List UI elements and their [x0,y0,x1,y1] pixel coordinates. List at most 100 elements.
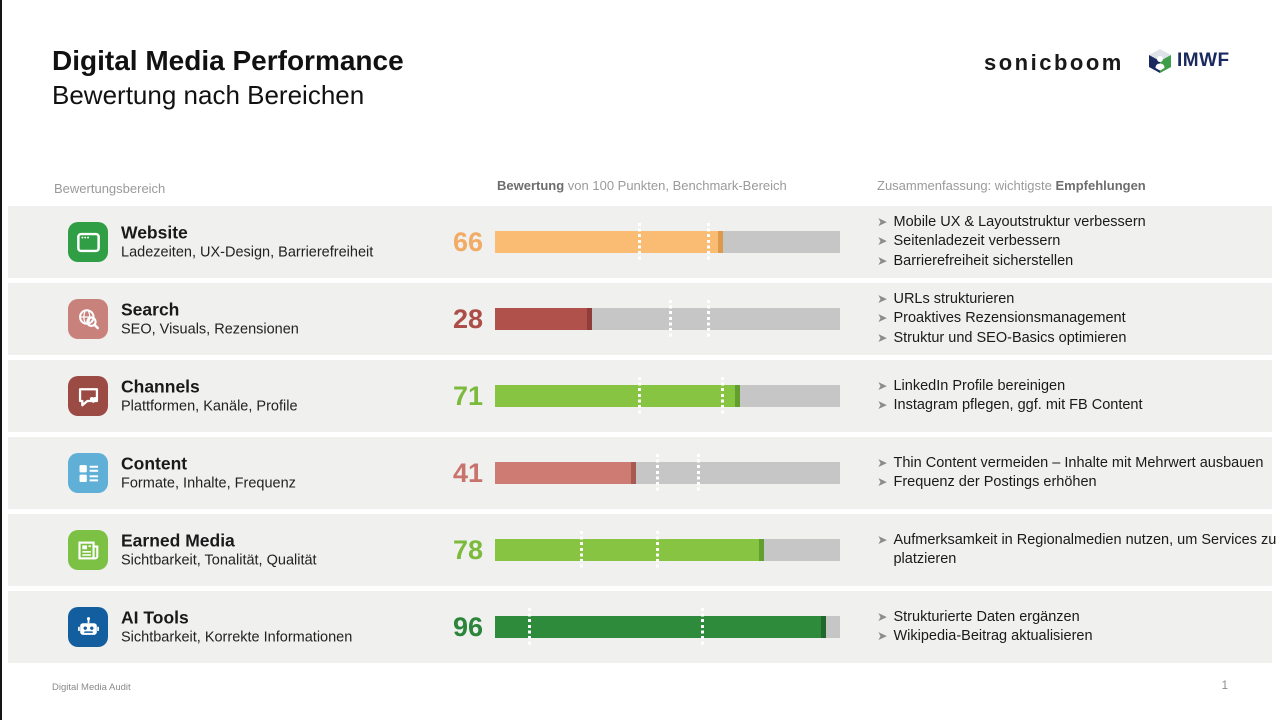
bar-fill [495,539,765,561]
category-title: Website [121,222,188,243]
bar-fill [495,308,592,330]
imwf-cube-icon [1149,49,1171,73]
column-header-score: Bewertung von 100 Punkten, Benchmark-Ber… [497,178,787,193]
recommendations-list: ➤ Thin Content vermeiden – Inhalte mit Me… [877,437,1277,509]
newspaper-icon [75,537,102,564]
score-bar [495,454,840,492]
bar-fill [495,462,637,484]
category-subtitle: SEO, Visuals, Rezensionen [121,321,299,338]
column-header-summary-bold: Empfehlungen [1055,178,1146,193]
benchmark-low-line [638,223,642,261]
arrow-bullet-icon: ➤ [877,330,888,345]
category-text: Website Ladezeiten, UX-Design, Barrieref… [121,222,373,263]
category-text: AI Tools Sichtbarkeit, Korrekte Informat… [121,607,352,648]
category-row: AI Tools Sichtbarkeit, Korrekte Informat… [8,591,1272,663]
category-row: Content Formate, Inhalte, Frequenz 41 ➤ T… [8,437,1272,509]
column-header-summary: Zusammenfassung: wichtigste Empfehlungen [877,178,1146,193]
score-value: 96 [452,612,483,642]
score-value: 78 [452,535,483,565]
category-title: Earned Media [121,530,235,551]
bar-cap [586,308,592,330]
benchmark-high-line [655,531,659,569]
benchmark-high-line [697,454,701,492]
benchmark-high-line [700,608,704,646]
category-icon-box [68,222,108,262]
recommendation-text: Barrierefreiheit sicherstellen [893,252,1074,269]
recommendation-text: Instagram pflegen, ggf. mit FB Content [893,397,1143,413]
score-bar [495,223,840,261]
bar-fill [495,231,723,253]
score-value: 71 [452,381,483,411]
page-subtitle: Bewertung nach Bereichen [52,80,365,110]
recommendation-text: Seitenladezeit verbessern [893,233,1061,250]
recommendation-text: Thin Content vermeiden – Inhalte mit Meh… [893,454,1264,471]
category-icon-box [68,376,108,416]
column-header-score-rest: von 100 Punkten, Benchmark-Bereich [564,178,787,193]
category-text: Content Formate, Inhalte, Frequenz [121,453,296,494]
recommendation-item: ➤ Wikipedia-Beitrag aktualisieren [877,627,1277,647]
benchmark-high-line [721,377,725,415]
recommendation-item: ➤ Instagram pflegen, ggf. mit FB Content [877,396,1277,416]
bar-cap [631,462,637,484]
imwf-logo-text: IMWF [1177,50,1230,71]
category-row: Earned Media Sichtbarkeit, Tonalität, Qu… [8,514,1276,586]
column-header-score-bold: Bewertung [497,178,565,193]
recommendation-text: LinkedIn Profile bereinigen [893,377,1066,394]
bar-cap [759,539,765,561]
recommendations-list: ➤ URLs strukturieren ➤ Proaktives Rezension… [877,283,1277,355]
recommendation-item: ➤ Thin Content vermeiden – Inhalte mit Me… [877,454,1277,474]
category-subtitle: Sichtbarkeit, Tonalität, Qualität [121,552,317,569]
arrow-bullet-icon: ➤ [877,532,888,547]
column-header-summary-prefix: Zusammenfassung: wichtigste [877,178,1056,193]
score-value: 41 [452,458,483,488]
recommendation-item: ➤ Seitenladezeit verbessern [877,232,1277,252]
recommendation-item: ➤ Frequenz der Postings erhöhen [877,473,1277,493]
category-row: Search SEO, Visuals, Rezensionen 28 ➤ URL… [8,283,1272,355]
score-value: 28 [452,304,483,334]
arrow-bullet-icon: ➤ [877,475,888,489]
recommendation-text: Strukturierte Daten ergänzen [893,608,1080,625]
layout-icon [75,460,102,487]
globe-search-icon [75,306,102,333]
recommendations-list: ➤ Mobile UX & Layoutstruktur verbessern ➤ S… [877,206,1277,278]
recommendation-item: ➤ Struktur und SEO-Basics optimieren [877,329,1277,349]
recommendation-text: Mobile UX & Layoutstruktur verbessern [893,213,1146,230]
recommendation-text: Proaktives Rezensionsmanagement [893,310,1126,327]
benchmark-high-line [707,223,711,261]
category-row: Channels Plattformen, Kanäle, Profile 71… [8,360,1272,432]
recommendation-item: ➤ URLs strukturieren [877,290,1277,310]
recommendation-item: ➤ LinkedIn Profile bereinigen [877,377,1277,397]
recommendation-item: ➤ Barrierefreiheit sicherstellen [877,252,1277,272]
category-icon-box [68,607,108,647]
recommendation-item: ➤ Proaktives Rezensionsmanagement [877,309,1277,329]
category-subtitle: Plattformen, Kanäle, Profile [121,398,298,415]
footer-document-name: Digital Media Audit [52,682,131,693]
arrow-bullet-icon: ➤ [877,291,888,306]
score-value: 66 [452,227,483,257]
benchmark-low-line [638,377,642,415]
recommendation-text: URLs strukturieren [893,290,1015,307]
recommendation-item: ➤ Strukturierte Daten ergänzen [877,608,1277,628]
category-text: Channels Plattformen, Kanäle, Profile [121,376,298,417]
score-bar [495,608,840,646]
recommendations-list: ➤ LinkedIn Profile bereinigen ➤ Instagram p… [877,360,1277,432]
arrow-bullet-icon: ➤ [877,214,888,229]
benchmark-high-line [707,300,711,338]
title-block: Digital Media Performance Bewertung nach… [52,44,404,112]
robot-icon [75,614,102,641]
sonicboom-logo: sonicboom [984,50,1124,75]
recommendation-item: ➤ Mobile UX & Layoutstruktur verbessern [877,213,1277,233]
recommendation-text: Aufmerksamkeit in Regionalmedien nutzen,… [893,531,1277,568]
arrow-bullet-icon: ➤ [877,609,888,624]
bar-cap [821,616,827,638]
arrow-bullet-icon: ➤ [877,378,888,393]
bar-cap [734,385,740,407]
category-title: AI Tools [121,607,189,628]
imwf-logo: IMWF [1148,48,1230,74]
footer-page-number: 1 [1221,680,1228,692]
category-title: Content [121,453,188,474]
browser-icon [75,229,102,256]
arrow-bullet-icon: ➤ [877,629,888,643]
category-subtitle: Ladezeiten, UX-Design, Barrierefreiheit [121,244,374,261]
category-subtitle: Sichtbarkeit, Korrekte Informationen [121,629,353,646]
